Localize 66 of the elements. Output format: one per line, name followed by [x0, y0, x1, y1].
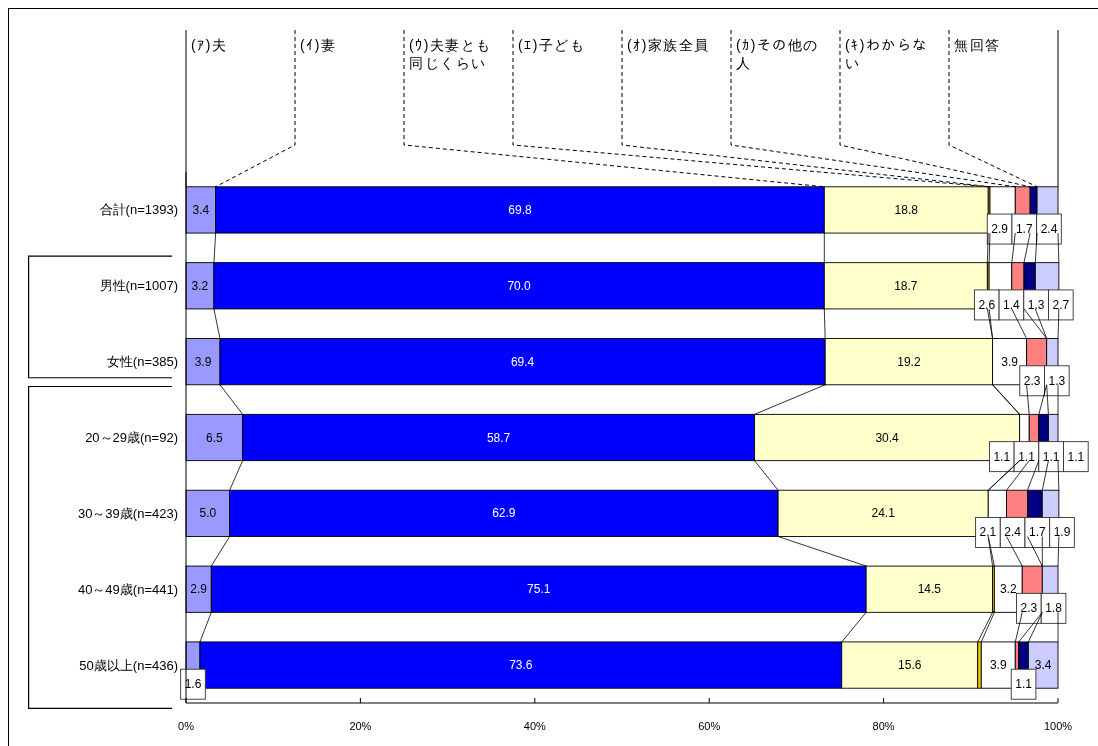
data-label: 15.6 — [898, 658, 922, 673]
data-label: 14.5 — [917, 582, 942, 597]
x-tick-label: 40% — [523, 720, 547, 732]
data-label: 2.4 — [1004, 525, 1022, 540]
data-label: 3.2 — [999, 582, 1017, 597]
data-label: 1.1 — [1015, 677, 1033, 692]
x-tick-label: 80% — [872, 720, 895, 732]
data-label: 69.8 — [508, 202, 532, 217]
y-tick-label: 20～29歳(n=92) — [85, 430, 178, 445]
data-label: 1.1 — [1067, 449, 1085, 464]
text: 無回答 — [954, 37, 1001, 53]
text: (ｳ)夫妻とも同じくらい — [409, 37, 492, 71]
data-label: 2.9 — [190, 582, 208, 597]
data-label: 2.3 — [1020, 601, 1038, 616]
data-label: 3.9 — [989, 658, 1007, 673]
data-label: 3.2 — [191, 278, 209, 293]
data-label: 2.6 — [978, 297, 996, 312]
data-label: 1.3 — [1048, 373, 1066, 388]
y-tick-label: 50歳以上(n=436) — [79, 657, 178, 673]
text: (ｱ)夫 — [191, 37, 228, 53]
data-label: 2.1 — [979, 525, 997, 540]
y-tick-label: 30～39歳(n=423) — [77, 505, 178, 521]
data-label: 5.0 — [199, 506, 217, 521]
data-label: 62.9 — [492, 506, 516, 521]
y-tick-label: 女性(n=385) — [106, 354, 178, 370]
data-label: 1.9 — [1053, 525, 1071, 540]
data-label: 75.1 — [527, 582, 551, 597]
data-label: 70.0 — [507, 278, 532, 293]
data-label: 1.1 — [1042, 449, 1060, 464]
data-label: 2.7 — [1052, 297, 1070, 312]
data-label: 2.9 — [991, 222, 1009, 237]
data-label: 24.1 — [871, 506, 896, 521]
data-label: 3.4 — [1034, 658, 1052, 673]
data-label: 2.3 — [1023, 373, 1041, 388]
y-tick-label: 合計(n=1393) — [99, 202, 178, 218]
data-label: 73.6 — [509, 658, 533, 673]
data-label: 6.5 — [206, 430, 223, 445]
data-label: 18.7 — [894, 278, 918, 293]
data-label: 1.6 — [184, 677, 202, 692]
data-label: 1.1 — [993, 449, 1011, 464]
text: (ｲ)妻 — [300, 37, 337, 53]
data-label: 3.9 — [194, 354, 212, 369]
data-label: 58.7 — [486, 430, 511, 445]
data-label: 3.9 — [1001, 354, 1019, 369]
text: (ｴ)子ども — [518, 37, 586, 53]
data-label: 30.4 — [875, 430, 900, 445]
x-tick-label: 100% — [1043, 720, 1073, 732]
data-label: 1.7 — [1015, 222, 1033, 237]
y-tick-label: 男性(n=1007) — [99, 278, 178, 294]
data-label: 1.3 — [1027, 297, 1045, 312]
x-tick-label: 60% — [698, 720, 721, 732]
text: (ｵ)家族全員 — [627, 37, 710, 53]
data-label: 18.8 — [894, 202, 919, 217]
x-tick-label: 20% — [349, 720, 372, 732]
data-label: 2.4 — [1040, 222, 1058, 237]
data-label: 19.2 — [897, 354, 921, 369]
data-label: 1.1 — [1018, 449, 1036, 464]
text: (ｶ)その他の人 — [736, 37, 819, 71]
data-label: 1.4 — [1003, 297, 1021, 312]
text: (ｷ)わからない — [845, 37, 928, 71]
data-label: 1.7 — [1028, 525, 1046, 540]
data-label: 1.8 — [1045, 601, 1063, 616]
y-tick-label: 40～49歳(n=441) — [77, 581, 178, 597]
x-tick-label: 0% — [178, 720, 195, 732]
data-label: 3.4 — [192, 202, 210, 217]
data-label: 69.4 — [510, 354, 535, 369]
